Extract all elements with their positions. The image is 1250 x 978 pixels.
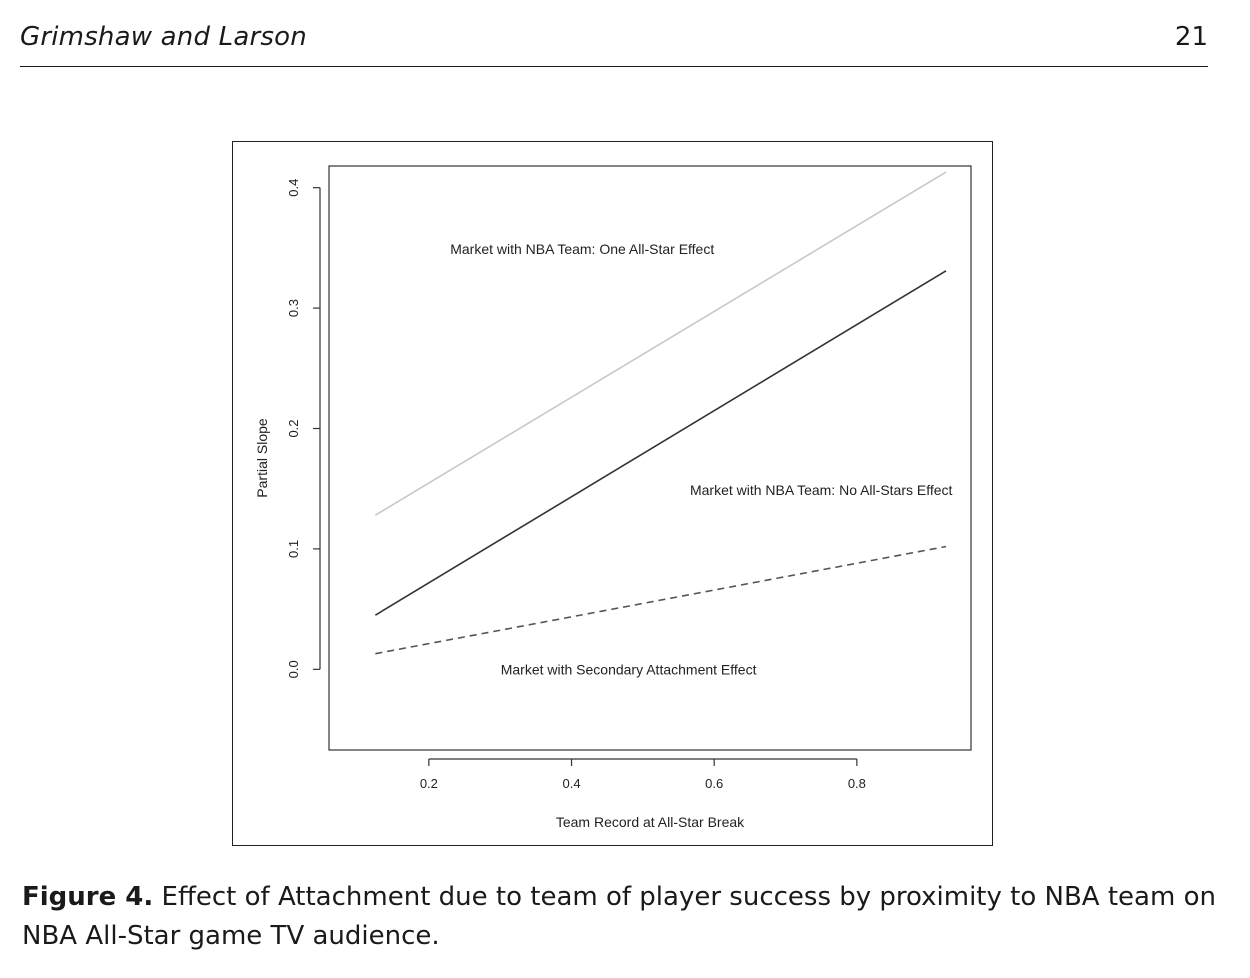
series-label-3: Market with Secondary Attachment Effect — [501, 661, 757, 677]
series-line-2 — [374, 270, 947, 616]
page-number: 21 — [1174, 22, 1208, 52]
y-tick-label: 0.2 — [286, 419, 301, 437]
y-axis-title: Partial Slope — [254, 418, 270, 498]
x-tick-label: 0.6 — [705, 776, 723, 791]
y-tick-label: 0.3 — [286, 299, 301, 317]
plot-area-border — [328, 165, 972, 751]
figure-caption-text: Effect of Attachment due to team of play… — [22, 882, 1216, 951]
x-tick-label: 0.2 — [420, 776, 438, 791]
running-head: Grimshaw and Larson 21 — [20, 22, 1208, 67]
y-tick-label: 0.4 — [286, 179, 301, 197]
running-head-authors: Grimshaw and Larson — [20, 22, 307, 52]
figure-caption-label: Figure 4. — [22, 882, 154, 912]
x-axis-title: Team Record at All-Star Break — [556, 814, 745, 830]
y-tick-label: 0.0 — [286, 660, 301, 678]
series-label-1: Market with NBA Team: One All-Star Effec… — [450, 241, 714, 257]
x-tick-label: 0.4 — [562, 776, 580, 791]
y-tick-label: 0.1 — [286, 540, 301, 558]
figure-frame: 0.2 0.4 0.6 0.8 0.0 0.1 0.2 0.3 0.4 Team Record a… — [232, 141, 993, 846]
x-tick-label: 0.8 — [848, 776, 866, 791]
series-line-1 — [374, 171, 947, 516]
series-label-2: Market with NBA Team: No All-Stars Effec… — [690, 482, 953, 498]
figure-caption: Figure 4. Effect of Attachment due to te… — [22, 878, 1222, 956]
series-line-3 — [375, 545, 947, 655]
line-chart: 0.2 0.4 0.6 0.8 0.0 0.1 0.2 0.3 0.4 Team Record a… — [254, 165, 972, 830]
